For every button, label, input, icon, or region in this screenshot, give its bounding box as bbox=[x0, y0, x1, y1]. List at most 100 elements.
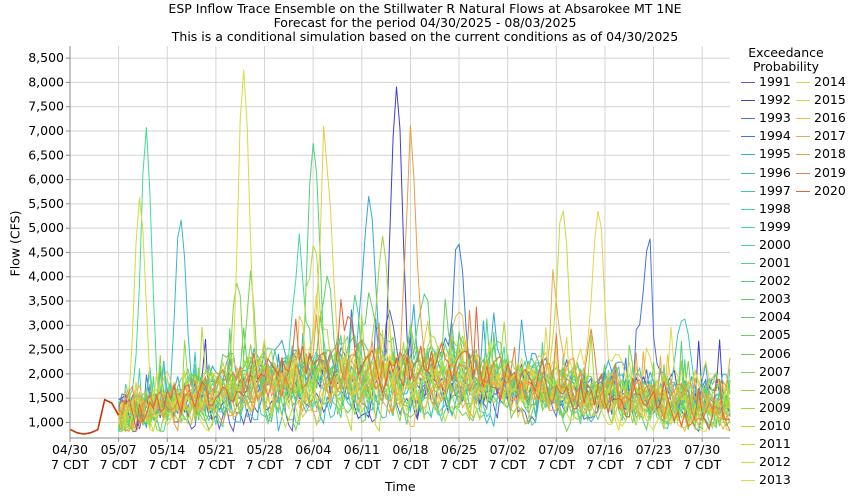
series-line-2012 bbox=[118, 197, 731, 432]
legend-swatch bbox=[741, 281, 755, 283]
legend-label: 2019 bbox=[814, 164, 846, 180]
y-tick-label: 6,500 bbox=[28, 147, 64, 162]
legend-label: 2002 bbox=[759, 273, 791, 289]
legend-swatch bbox=[741, 353, 755, 355]
legend-label: 2017 bbox=[814, 128, 846, 144]
legend-swatch bbox=[796, 82, 810, 83]
legend-swatch bbox=[741, 480, 755, 482]
legend-swatch bbox=[796, 172, 810, 174]
x-tick-label-tz: 7 CDT bbox=[537, 457, 575, 472]
legend-label: 2007 bbox=[759, 363, 791, 379]
series-line-2018 bbox=[118, 125, 731, 433]
legend-swatch bbox=[741, 317, 755, 319]
x-tick-label-tz: 7 CDT bbox=[343, 457, 381, 472]
x-tick-label-tz: 7 CDT bbox=[197, 457, 235, 472]
legend-swatch bbox=[741, 208, 755, 210]
legend-label: 2006 bbox=[759, 345, 791, 361]
y-tick-label: 8,500 bbox=[28, 50, 64, 65]
legend-label: 2020 bbox=[814, 182, 846, 198]
legend-swatch bbox=[741, 444, 755, 445]
x-tick-label: 07/02 bbox=[490, 442, 526, 457]
series-line-2007 bbox=[118, 282, 731, 432]
x-tick-label-tz: 7 CDT bbox=[294, 457, 332, 472]
legend-title: Exceedance bbox=[748, 45, 824, 60]
y-tick-label: 7,000 bbox=[28, 123, 64, 138]
x-tick-label-tz: 7 CDT bbox=[100, 457, 138, 472]
x-tick-label-tz: 7 CDT bbox=[586, 457, 624, 472]
legend-label: 2004 bbox=[759, 309, 791, 325]
legend-label: 1993 bbox=[759, 110, 791, 126]
legend-swatch bbox=[741, 82, 755, 83]
legend-swatch bbox=[741, 226, 755, 228]
x-tick-label: 06/25 bbox=[441, 442, 477, 457]
legend-label: 2000 bbox=[759, 236, 791, 252]
legend-label: 1994 bbox=[759, 128, 791, 144]
legend-swatch bbox=[741, 462, 755, 464]
x-tick-label-tz: 7 CDT bbox=[246, 457, 284, 472]
legend-swatch bbox=[741, 190, 755, 192]
legend-label: 1991 bbox=[759, 74, 791, 89]
x-tick-label: 05/14 bbox=[149, 442, 185, 457]
legend-swatch bbox=[741, 425, 755, 427]
legend-label: 1992 bbox=[759, 92, 791, 108]
legend-swatch bbox=[741, 118, 755, 120]
x-tick-label: 07/09 bbox=[538, 442, 574, 457]
legend-label: 2014 bbox=[814, 74, 846, 89]
x-tick-label-tz: 7 CDT bbox=[391, 457, 429, 472]
legend-label: 2010 bbox=[759, 417, 791, 433]
legend-label: 1998 bbox=[759, 200, 791, 216]
legend-label: 2008 bbox=[759, 381, 791, 397]
legend-label: 1997 bbox=[759, 182, 791, 198]
legend-swatch bbox=[741, 263, 755, 264]
chart-title: ESP Inflow Trace Ensemble on the Stillwa… bbox=[168, 1, 682, 16]
legend-swatch bbox=[741, 299, 755, 301]
y-tick-label: 8,000 bbox=[28, 74, 64, 89]
legend-swatch bbox=[741, 172, 755, 174]
legend-swatch bbox=[741, 244, 755, 246]
y-tick-label: 3,500 bbox=[28, 293, 64, 308]
legend-swatch bbox=[796, 154, 810, 156]
x-tick-label-tz: 7 CDT bbox=[489, 457, 527, 472]
x-tick-label-tz: 7 CDT bbox=[440, 457, 478, 472]
legend-label: 2001 bbox=[759, 255, 791, 270]
x-tick-label: 07/16 bbox=[587, 442, 623, 457]
legend-label: 2011 bbox=[759, 436, 791, 451]
legend-label: 2016 bbox=[814, 110, 846, 126]
legend-label: 2003 bbox=[759, 291, 791, 307]
x-tick-label: 06/11 bbox=[344, 442, 380, 457]
legend-label: 2009 bbox=[759, 399, 791, 415]
chart-subtitle-conditions: This is a conditional simulation based o… bbox=[171, 29, 679, 44]
series-line-2019 bbox=[118, 310, 731, 432]
x-tick-label: 07/30 bbox=[684, 442, 720, 457]
legend-label: 2015 bbox=[814, 92, 846, 108]
x-axis-title: Time bbox=[385, 479, 416, 494]
y-tick-label: 5,000 bbox=[28, 220, 64, 235]
legend-swatch bbox=[741, 389, 755, 391]
x-tick-label-tz: 7 CDT bbox=[683, 457, 721, 472]
legend-label: 2013 bbox=[759, 472, 791, 488]
legend-swatch bbox=[741, 407, 755, 409]
y-tick-label: 3,000 bbox=[28, 317, 64, 332]
series-line-2016 bbox=[118, 311, 731, 433]
legend-label: 2018 bbox=[814, 146, 846, 162]
legend-swatch bbox=[796, 118, 810, 120]
legend-swatch bbox=[796, 100, 810, 102]
legend-title-line2: Probability bbox=[752, 59, 820, 74]
y-tick-label: 1,500 bbox=[28, 390, 64, 405]
series-line-2017 bbox=[118, 269, 731, 422]
legend-label: 1999 bbox=[759, 218, 791, 234]
legend-swatch bbox=[741, 154, 755, 156]
y-tick-label: 4,000 bbox=[28, 269, 64, 284]
legend-label: 2012 bbox=[759, 454, 791, 470]
series-line-2020 bbox=[118, 299, 731, 431]
legend-swatch bbox=[741, 371, 755, 373]
legend-swatch bbox=[741, 100, 755, 102]
x-tick-label: 05/07 bbox=[101, 442, 137, 457]
legend-label: 1995 bbox=[759, 146, 791, 162]
observed-line bbox=[69, 398, 120, 435]
legend-swatch bbox=[796, 190, 810, 192]
x-tick-label-tz: 7 CDT bbox=[635, 457, 673, 472]
x-tick-label: 05/21 bbox=[198, 442, 234, 457]
x-tick-label: 05/28 bbox=[247, 442, 283, 457]
legend-label: 2005 bbox=[759, 327, 791, 343]
